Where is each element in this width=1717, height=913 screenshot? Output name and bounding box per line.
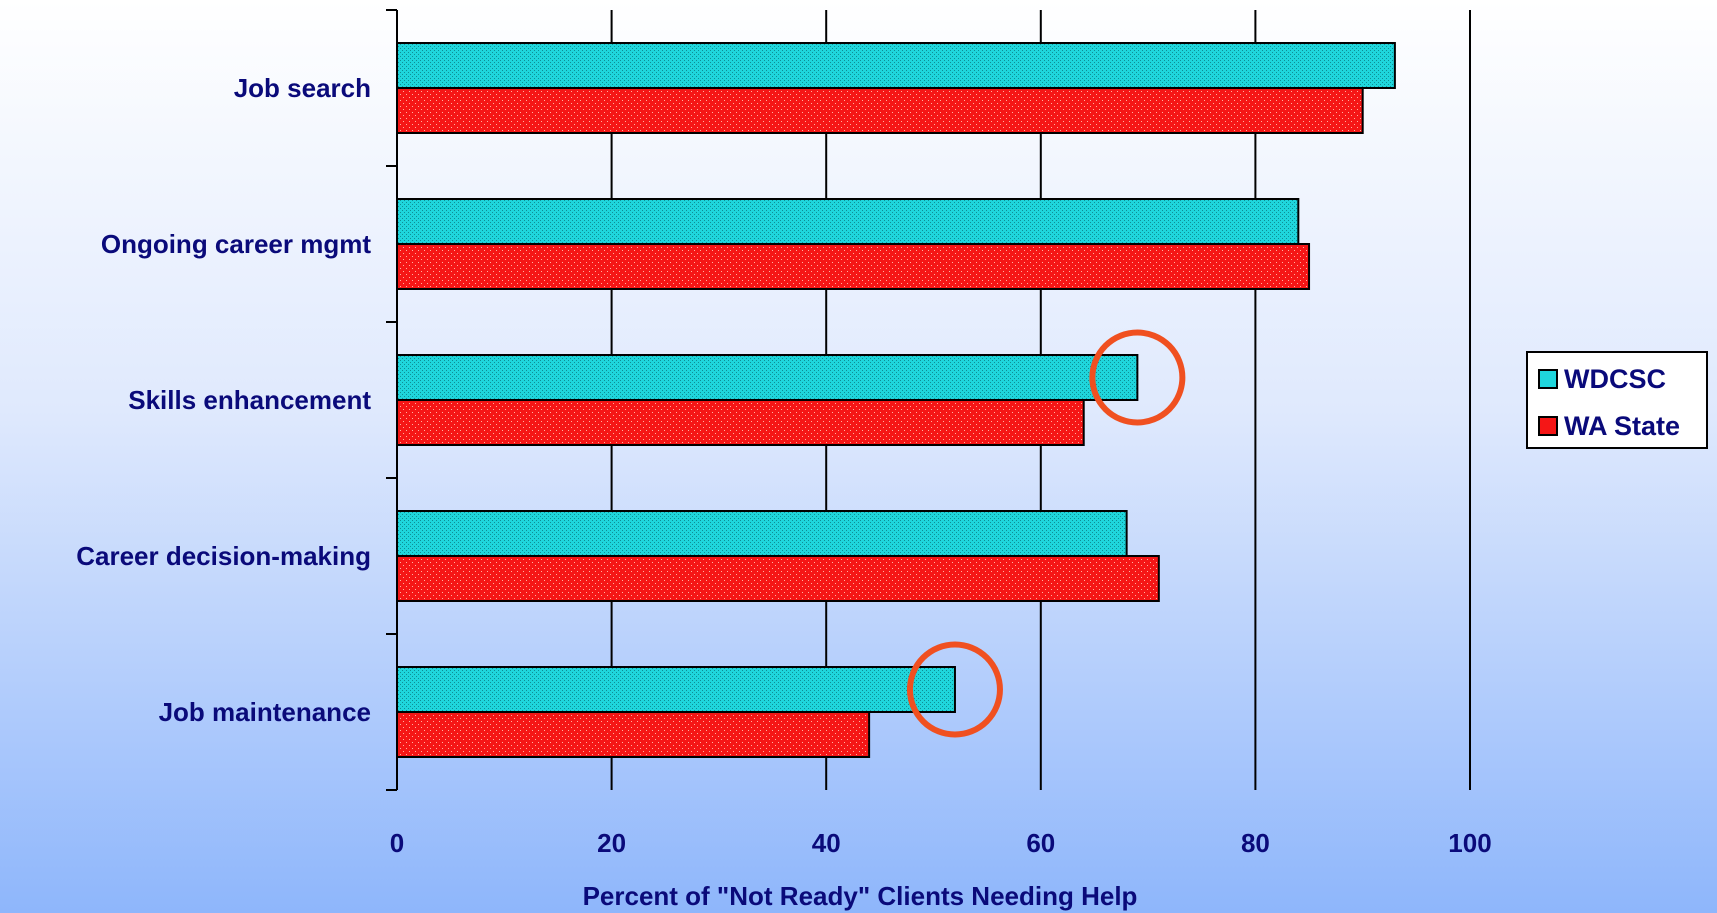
legend-label: WDCSC	[1564, 364, 1666, 394]
x-tick-label: 0	[390, 828, 404, 858]
x-tick-label: 100	[1448, 828, 1491, 858]
bar	[396, 666, 956, 713]
legend-label: WA State	[1564, 411, 1680, 441]
annotations	[906, 329, 1186, 738]
legend-swatch	[1538, 416, 1558, 436]
bar	[396, 711, 871, 758]
x-tick-label: 40	[812, 828, 841, 858]
category-label: Career decision-making	[76, 541, 371, 571]
category-label: Job search	[234, 73, 371, 103]
category-label: Skills enhancement	[128, 385, 371, 415]
x-axis-title: Percent of "Not Ready" Clients Needing H…	[583, 881, 1138, 911]
bar	[396, 42, 1396, 89]
axes	[386, 9, 398, 791]
x-tick-label: 80	[1241, 828, 1270, 858]
bar	[396, 510, 1128, 557]
category-label: Ongoing career mgmt	[101, 229, 371, 259]
bar	[396, 399, 1085, 446]
bar	[396, 243, 1311, 290]
highlight-circle	[906, 641, 1003, 738]
bar	[396, 198, 1300, 245]
bar	[396, 555, 1160, 602]
x-tick-label: 20	[597, 828, 626, 858]
bar	[396, 87, 1364, 134]
legend-swatch	[1538, 369, 1558, 389]
highlight-circle	[1089, 329, 1186, 426]
bars	[396, 42, 1396, 758]
labels: Percent of "Not Ready" Clients Needing H…	[76, 73, 1491, 911]
bar	[396, 354, 1139, 401]
category-label: Job maintenance	[159, 697, 371, 727]
x-tick-label: 60	[1026, 828, 1055, 858]
legend: WDCSC WA State	[1526, 351, 1708, 449]
